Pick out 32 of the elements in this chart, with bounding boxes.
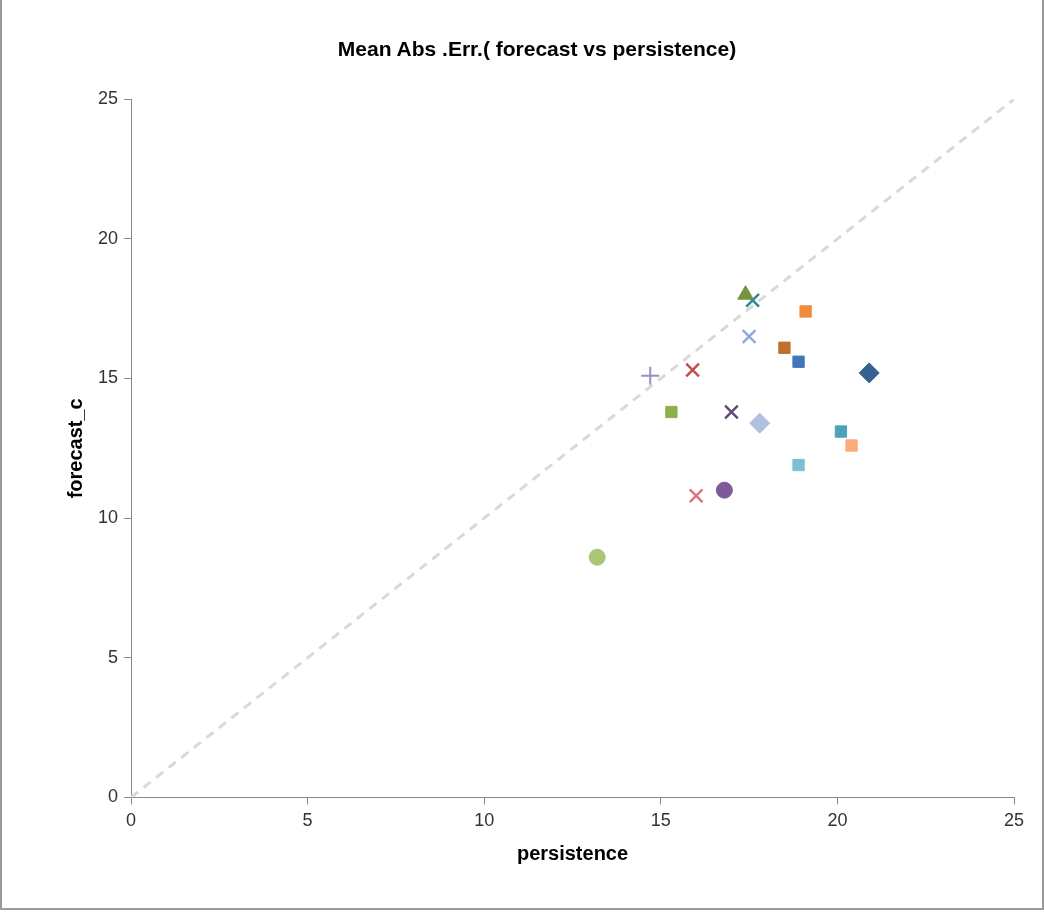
point — [749, 412, 771, 434]
x-tick-label: 5 — [302, 810, 313, 831]
point — [741, 328, 757, 345]
y-tick-label: 20 — [97, 227, 119, 248]
point — [745, 292, 761, 308]
y-tick-label: 5 — [108, 646, 119, 667]
x-tick-label: 10 — [474, 810, 495, 831]
point — [723, 404, 740, 420]
point — [778, 341, 791, 354]
x-tick-label: 0 — [126, 810, 137, 831]
point — [715, 481, 733, 499]
point — [684, 362, 701, 378]
x-tick-label: 25 — [1003, 810, 1025, 831]
point — [665, 405, 678, 419]
point — [640, 365, 661, 386]
x-tick-label: 15 — [650, 810, 671, 831]
y-axis-title: forecast_c — [63, 398, 86, 499]
point — [834, 425, 848, 438]
point — [792, 355, 805, 368]
x-axis-title: persistence — [516, 841, 629, 864]
y-tick-label: 25 — [97, 88, 119, 109]
chart-title: Mean Abs .Err.( forecast vs persistence) — [337, 37, 737, 61]
point — [845, 439, 858, 452]
point — [858, 362, 880, 384]
y-tick-label: 15 — [97, 367, 119, 388]
point — [588, 548, 606, 566]
x-tick-label: 20 — [827, 810, 848, 831]
point — [799, 305, 812, 318]
y-tick-label: 0 — [108, 786, 119, 807]
point — [688, 488, 704, 504]
y-tick-label: 10 — [97, 507, 119, 528]
point — [792, 458, 805, 472]
